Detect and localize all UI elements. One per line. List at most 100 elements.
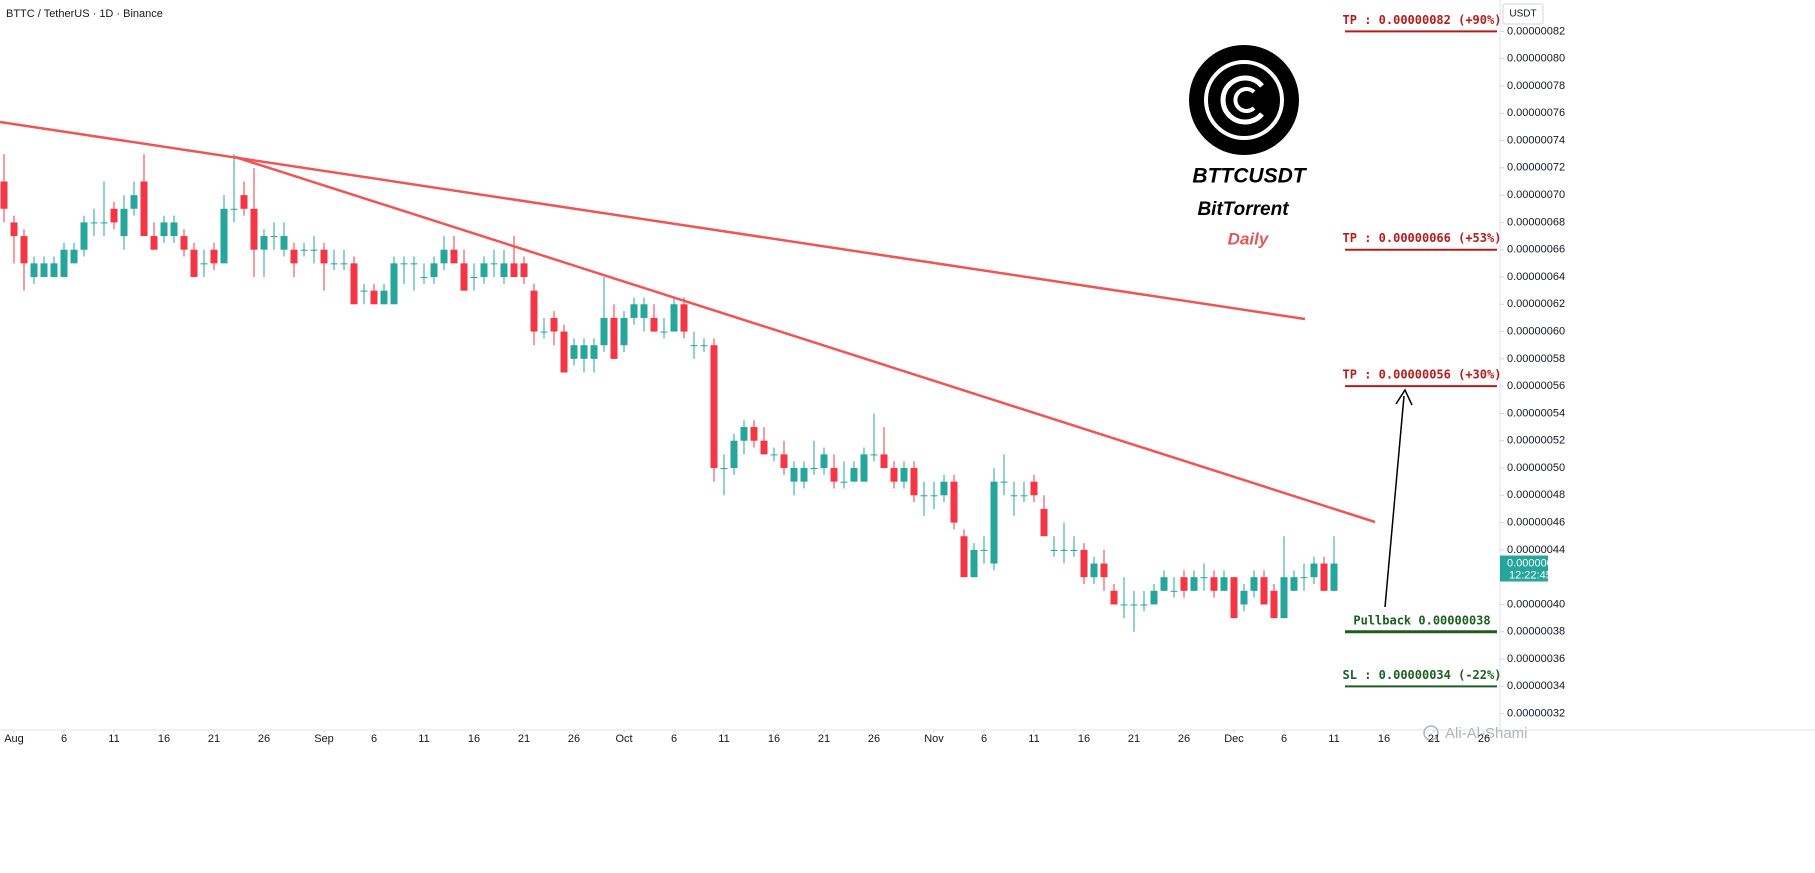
candle-body (150, 236, 158, 250)
candle-body (570, 345, 578, 359)
candle-body (1220, 577, 1228, 591)
price-label: 0.00000043 (1507, 557, 1565, 569)
candle-body (560, 331, 568, 373)
candle-body (280, 236, 288, 250)
candle-body (840, 481, 848, 483)
candle-body (440, 249, 448, 264)
candle-body (550, 317, 558, 332)
candle-body (980, 549, 988, 551)
candle-body (170, 222, 178, 237)
x-tick-label: Nov (924, 733, 944, 745)
y-tick-label: 0.00000054 (1507, 407, 1565, 419)
watermark-icon (1423, 725, 1439, 741)
x-tick-label: Dec (1224, 733, 1244, 745)
x-tick-label: 21 (518, 733, 530, 745)
y-tick-label: 0.00000038 (1507, 626, 1565, 638)
candle-body (1060, 549, 1068, 551)
trend-line (0, 120, 1306, 321)
x-tick-label: 6 (981, 733, 987, 745)
candle-body (540, 331, 548, 333)
candle-body (870, 454, 878, 456)
y-tick-label: 0.00000048 (1507, 489, 1565, 501)
candle-body (1050, 549, 1058, 551)
arrow-shaft (1384, 395, 1405, 608)
candle-body (1330, 563, 1338, 591)
x-tick-label: 11 (418, 733, 429, 745)
candle-body (680, 304, 688, 332)
candle-body (1310, 563, 1318, 578)
candle-body (520, 263, 528, 277)
candle-body (420, 276, 428, 278)
candle-body (480, 263, 488, 277)
candle-body (970, 549, 978, 578)
x-tick-label: 11 (108, 733, 119, 745)
candle-body (80, 222, 88, 250)
logo-arc (1233, 87, 1256, 113)
candle-body (1260, 577, 1268, 605)
watermark: Ali-Al-Shami (1445, 725, 1528, 742)
candle-body (1190, 577, 1198, 591)
candle-body (820, 454, 828, 469)
candle-body (50, 263, 58, 277)
arrow-head (1395, 388, 1413, 406)
candle-body (690, 345, 698, 347)
logo-ring (1204, 60, 1284, 140)
candle-body (990, 481, 998, 564)
level-label: SL : 0.00000034 (-22%) (1343, 668, 1502, 682)
y-tick-label: 0.00000058 (1507, 353, 1565, 365)
candle-body (660, 331, 668, 333)
candle-body (90, 222, 98, 224)
x-tick-label: 26 (868, 733, 880, 745)
candle-body (670, 304, 678, 332)
timeframe-text: Daily (1228, 229, 1270, 248)
candle-body (1070, 549, 1078, 551)
candle-body (610, 317, 618, 359)
candle-body (1120, 604, 1128, 606)
candle-body (1030, 481, 1038, 496)
x-tick-label: 26 (1178, 733, 1190, 745)
candle-body (900, 468, 908, 482)
y-tick-label: 0.00000034 (1507, 680, 1565, 692)
y-tick-label: 0.00000036 (1507, 653, 1565, 665)
candle-body (350, 263, 358, 305)
candle-body (1160, 577, 1168, 591)
candle-body (950, 481, 958, 523)
candle-body (1130, 604, 1138, 606)
candle-body (930, 495, 938, 497)
candle-body (850, 468, 858, 482)
candle-body (200, 263, 208, 265)
price-box (1500, 555, 1548, 582)
candle-body (20, 236, 28, 264)
candle-body (310, 249, 318, 251)
candle-body (240, 195, 248, 209)
candle-body (620, 317, 628, 346)
candle-body (1110, 590, 1118, 605)
x-tick-label: 21 (1128, 733, 1140, 745)
y-tick-label: 0.00000078 (1507, 80, 1565, 92)
candle-body (760, 440, 768, 455)
y-tick-label: 0.00000046 (1507, 517, 1565, 529)
candle-body (580, 345, 588, 359)
candle-body (770, 454, 778, 456)
chart-title: BTTC / TetherUS · 1D · Binance (6, 8, 163, 20)
candle-body (370, 290, 378, 305)
x-tick-label: 11 (1328, 733, 1339, 745)
candle-body (340, 263, 348, 265)
candle-body (320, 249, 328, 264)
level-label: TP : 0.00000082 (+90%) (1343, 13, 1502, 27)
x-tick-label: 26 (258, 733, 270, 745)
x-tick-label: 6 (1281, 733, 1287, 745)
logo-arc (1220, 75, 1264, 125)
y-tick-label: 0.00000080 (1507, 53, 1565, 65)
countdown-label: 12:22:45 (1509, 569, 1552, 581)
candle-body (460, 263, 468, 291)
candle-body (1010, 495, 1018, 497)
candle-body (500, 263, 508, 277)
candle-body (630, 304, 638, 318)
y-tick-label: 0.00000070 (1507, 189, 1565, 201)
candle-body (130, 195, 138, 209)
candle-body (140, 181, 148, 237)
currency-box[interactable] (1502, 3, 1544, 25)
candle-body (640, 304, 648, 318)
